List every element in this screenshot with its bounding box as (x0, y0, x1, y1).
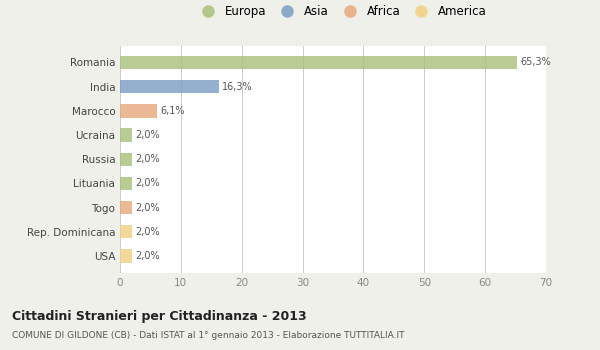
Bar (120, 80, 219, 93)
Bar (120, 153, 132, 166)
Legend: Europa, Asia, Africa, America: Europa, Asia, Africa, America (193, 1, 490, 21)
Bar (120, 225, 132, 238)
Bar (120, 104, 157, 118)
Bar (120, 249, 132, 262)
Text: 2,0%: 2,0% (135, 130, 160, 140)
Text: 2,0%: 2,0% (135, 203, 160, 213)
Text: 2,0%: 2,0% (135, 154, 160, 164)
Text: 2,0%: 2,0% (135, 178, 160, 188)
Text: 6,1%: 6,1% (160, 106, 185, 116)
Bar (120, 56, 517, 69)
Text: COMUNE DI GILDONE (CB) - Dati ISTAT al 1° gennaio 2013 - Elaborazione TUTTITALIA: COMUNE DI GILDONE (CB) - Dati ISTAT al 1… (12, 331, 404, 340)
Bar (120, 128, 132, 142)
Text: 16,3%: 16,3% (222, 82, 253, 92)
Bar (120, 177, 132, 190)
Text: Cittadini Stranieri per Cittadinanza - 2013: Cittadini Stranieri per Cittadinanza - 2… (12, 310, 307, 323)
Text: 2,0%: 2,0% (135, 227, 160, 237)
Text: 2,0%: 2,0% (135, 251, 160, 261)
Bar (120, 201, 132, 214)
Text: 65,3%: 65,3% (520, 57, 551, 68)
